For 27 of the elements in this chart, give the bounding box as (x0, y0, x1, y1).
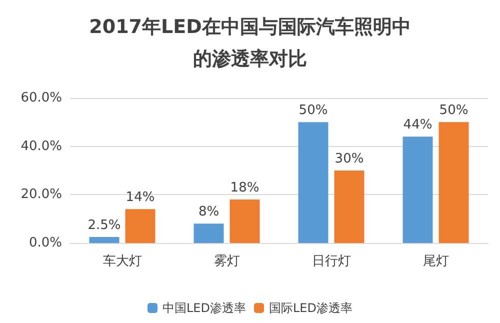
y-tick-label: 60.0% (20, 90, 62, 106)
bar (89, 236, 120, 243)
data-label: 2.5% (88, 218, 121, 233)
bar (125, 209, 156, 243)
legend-label: 中国LED渗透率 (162, 301, 246, 315)
x-tick-label: 雾灯 (214, 254, 240, 269)
x-tick-label: 车大灯 (102, 254, 142, 269)
bar (298, 122, 328, 243)
x-tick-label: 日行灯 (312, 254, 351, 269)
data-label: 8% (198, 204, 220, 220)
chart-title: 2017年LED在中国与国际汽车照明中的渗透率对比 (89, 16, 411, 70)
data-label: 44% (403, 118, 432, 133)
data-label: 30% (334, 152, 364, 166)
bar (334, 170, 364, 243)
x-tick-label: 尾灯 (422, 254, 449, 269)
data-label: 14% (126, 190, 155, 206)
bar (230, 200, 260, 243)
bar (402, 136, 433, 243)
data-label: 50% (439, 103, 468, 118)
bar (194, 224, 224, 243)
data-label: 18% (230, 180, 260, 196)
y-tick-label: 0.0% (28, 236, 62, 250)
y-tick-label: 20.0% (20, 187, 62, 202)
data-label: 50% (298, 103, 328, 118)
y-tick-label: 40.0% (20, 138, 62, 154)
legend-label: 国际LED渗透率 (269, 301, 353, 315)
bar (438, 122, 469, 243)
